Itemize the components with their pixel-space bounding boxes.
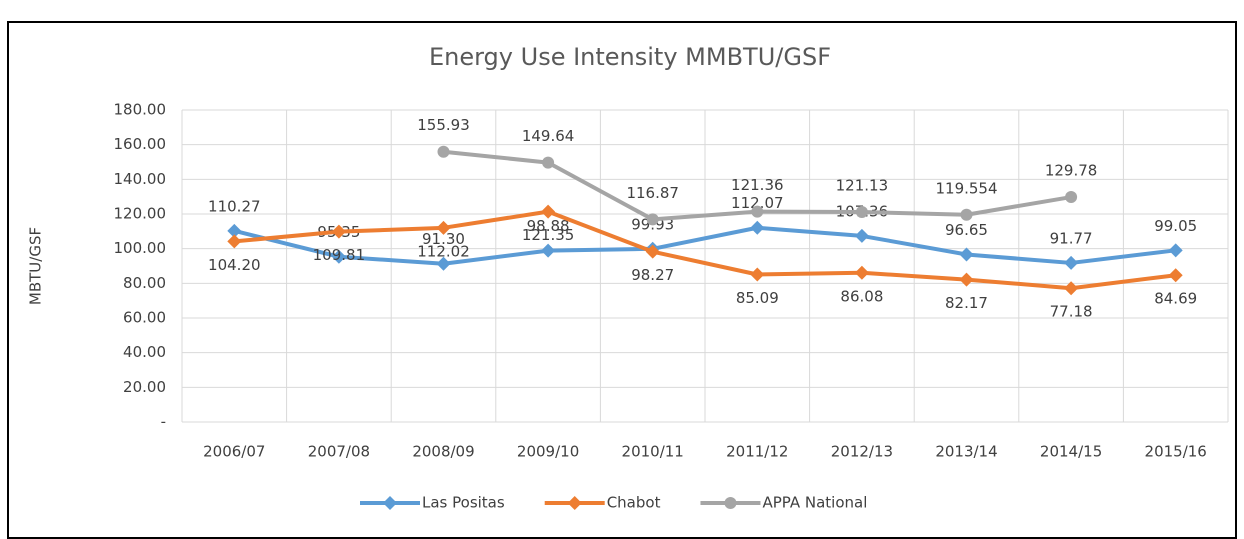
data-label: 86.08 (840, 287, 883, 305)
series-line (233, 225, 1176, 266)
data-label: 91.30 (422, 230, 465, 248)
legend-label: Las Positas (422, 494, 505, 512)
marker (750, 220, 765, 235)
y-tick-label: 180.00 (114, 101, 167, 119)
data-label: 110.27 (208, 197, 261, 215)
marker (751, 205, 764, 218)
marker (541, 204, 556, 219)
data-label: 121.13 (836, 177, 889, 195)
legend-marker (724, 497, 737, 509)
marker (960, 208, 973, 221)
data-label: 116.87 (626, 184, 679, 202)
y-tick-label: 160.00 (114, 135, 167, 153)
legend-label: APPA National (762, 494, 867, 512)
marker (437, 145, 450, 158)
x-tick-label: 2015/16 (1145, 443, 1207, 461)
x-tick-label: 2009/10 (517, 443, 579, 461)
marker (750, 267, 765, 282)
data-label: 91.77 (1050, 229, 1093, 247)
data-label: 112.02 (417, 242, 470, 260)
marker (542, 156, 555, 169)
data-label: 109.81 (313, 246, 366, 264)
data-label: 82.17 (945, 294, 988, 312)
marker (331, 249, 346, 264)
data-label: 84.69 (1154, 290, 1197, 308)
marker (959, 272, 974, 287)
marker (1168, 268, 1183, 283)
data-label: 85.09 (736, 289, 779, 307)
data-label: 119.554 (935, 179, 997, 197)
x-tick-label: 2008/09 (412, 443, 474, 461)
series-line (234, 209, 1176, 291)
y-tick-label: 120.00 (114, 205, 167, 223)
x-tick-label: 2013/14 (935, 443, 997, 461)
legend-label: Chabot (607, 494, 661, 512)
marker (436, 220, 451, 235)
chart-border (7, 21, 1237, 539)
marker (646, 213, 659, 226)
marker (227, 234, 242, 249)
y-tick-label: 100.00 (114, 239, 167, 257)
x-tick-label: 2012/13 (831, 443, 893, 461)
marker (854, 228, 869, 243)
marker (1065, 191, 1078, 204)
marker (645, 244, 660, 259)
x-tick-label: 2010/11 (622, 443, 684, 461)
chart-title: Energy Use Intensity MMBTU/GSF (429, 43, 831, 71)
x-tick-label: 2014/15 (1040, 443, 1102, 461)
y-tick-label: 140.00 (114, 170, 167, 188)
marker (959, 247, 974, 262)
data-label: 104.20 (208, 256, 261, 274)
data-label: 112.07 (731, 194, 784, 212)
x-tick-label: 2011/12 (726, 443, 788, 461)
data-label: 77.18 (1050, 303, 1093, 321)
marker (1168, 243, 1183, 258)
data-label: 98.88 (527, 217, 570, 235)
y-tick-label: - (161, 413, 166, 431)
y-axis-label: MBTU/GSF (27, 227, 45, 305)
legend-marker (567, 496, 582, 510)
data-label: 121.35 (522, 226, 575, 244)
marker (436, 256, 451, 271)
y-tick-label: 80.00 (123, 274, 166, 292)
data-label: 121.36 (731, 176, 784, 194)
marker (541, 243, 556, 258)
marker (227, 223, 242, 238)
data-label: 99.05 (1154, 217, 1197, 235)
data-label: 149.64 (522, 127, 575, 145)
x-tick-label: 2007/08 (308, 443, 370, 461)
x-tick-label: 2006/07 (203, 443, 265, 461)
marker (1064, 255, 1079, 270)
data-label: 129.78 (1045, 162, 1098, 180)
data-label: 96.65 (945, 221, 988, 239)
y-tick-label: 40.00 (123, 343, 166, 361)
marker (331, 224, 346, 239)
y-tick-label: 20.00 (123, 378, 166, 396)
y-tick-label: 60.00 (123, 309, 166, 327)
marker (855, 206, 868, 219)
data-label: 155.93 (417, 116, 470, 134)
marker (1064, 281, 1079, 296)
data-label: 98.27 (631, 266, 674, 284)
legend-marker (383, 496, 397, 510)
marker (854, 265, 869, 280)
